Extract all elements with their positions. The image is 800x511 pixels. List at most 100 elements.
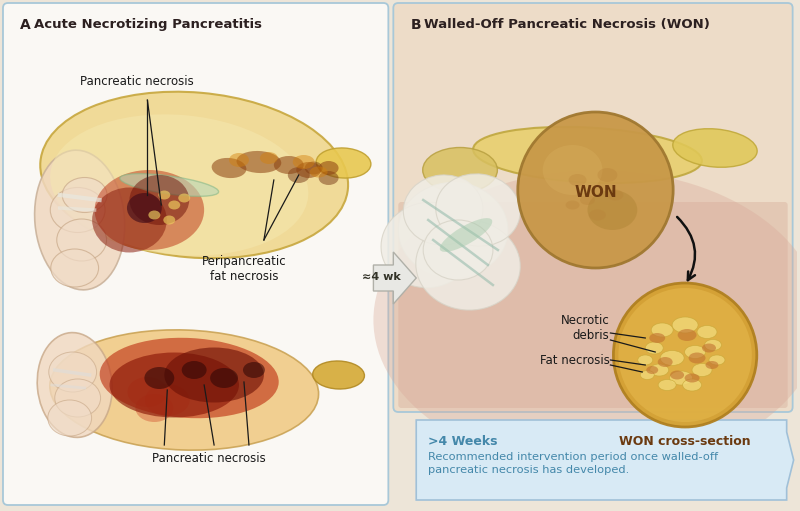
Ellipse shape: [178, 194, 190, 202]
Ellipse shape: [54, 379, 101, 417]
Ellipse shape: [49, 352, 97, 392]
Ellipse shape: [305, 161, 322, 174]
Text: >4 Weeks: >4 Weeks: [428, 435, 498, 448]
Ellipse shape: [473, 127, 702, 183]
Ellipse shape: [650, 333, 665, 343]
Ellipse shape: [685, 345, 706, 359]
Ellipse shape: [658, 380, 676, 390]
Ellipse shape: [40, 91, 348, 258]
Ellipse shape: [148, 211, 160, 220]
Ellipse shape: [212, 158, 246, 178]
Ellipse shape: [144, 367, 174, 389]
Ellipse shape: [638, 355, 653, 365]
Ellipse shape: [650, 364, 669, 376]
Text: Peripancreatic
fat necrosis: Peripancreatic fat necrosis: [202, 255, 286, 283]
Ellipse shape: [50, 114, 308, 256]
Text: Pancreatic necrosis: Pancreatic necrosis: [152, 452, 266, 465]
Polygon shape: [374, 252, 416, 304]
Ellipse shape: [318, 171, 338, 185]
Ellipse shape: [709, 355, 725, 365]
Ellipse shape: [130, 175, 189, 225]
Ellipse shape: [403, 175, 483, 245]
Ellipse shape: [62, 177, 107, 213]
Ellipse shape: [313, 361, 365, 389]
Ellipse shape: [670, 371, 693, 385]
Ellipse shape: [50, 249, 98, 287]
Ellipse shape: [38, 333, 112, 437]
Ellipse shape: [646, 366, 658, 374]
Ellipse shape: [243, 362, 265, 378]
Ellipse shape: [706, 361, 718, 369]
Ellipse shape: [640, 370, 654, 380]
Ellipse shape: [423, 220, 493, 280]
Ellipse shape: [293, 155, 314, 169]
Ellipse shape: [416, 220, 520, 310]
FancyBboxPatch shape: [394, 3, 793, 412]
Text: Recommended intervention period once walled-off
pancreatic necrosis has develope: Recommended intervention period once wal…: [428, 452, 718, 475]
Ellipse shape: [598, 168, 618, 182]
Ellipse shape: [135, 394, 174, 422]
Ellipse shape: [237, 151, 282, 173]
Ellipse shape: [57, 219, 106, 261]
Ellipse shape: [689, 353, 706, 363]
FancyBboxPatch shape: [398, 202, 788, 408]
Ellipse shape: [110, 353, 239, 417]
Text: Fat necrosis: Fat necrosis: [539, 354, 610, 366]
Ellipse shape: [92, 188, 166, 252]
Circle shape: [614, 283, 757, 427]
Ellipse shape: [182, 361, 206, 379]
Ellipse shape: [50, 188, 105, 233]
Ellipse shape: [670, 370, 684, 380]
Ellipse shape: [673, 129, 757, 167]
Ellipse shape: [164, 347, 264, 403]
Text: WON cross-section: WON cross-section: [619, 435, 751, 448]
FancyBboxPatch shape: [3, 3, 388, 505]
Ellipse shape: [569, 174, 586, 186]
Ellipse shape: [422, 148, 498, 193]
Ellipse shape: [34, 150, 125, 290]
Ellipse shape: [580, 195, 595, 205]
Ellipse shape: [318, 161, 338, 175]
Ellipse shape: [120, 174, 218, 196]
Ellipse shape: [646, 342, 663, 354]
Text: Necrotic
debris: Necrotic debris: [561, 314, 610, 342]
Ellipse shape: [705, 339, 722, 351]
Ellipse shape: [127, 377, 167, 407]
Polygon shape: [416, 420, 794, 500]
Text: Pancreatic necrosis: Pancreatic necrosis: [80, 75, 194, 88]
Circle shape: [618, 288, 752, 422]
Ellipse shape: [288, 167, 310, 183]
Ellipse shape: [163, 216, 175, 224]
Ellipse shape: [50, 330, 318, 450]
Ellipse shape: [274, 156, 304, 174]
Ellipse shape: [697, 326, 717, 338]
Ellipse shape: [587, 190, 638, 230]
Ellipse shape: [260, 152, 278, 164]
Ellipse shape: [48, 400, 92, 436]
Ellipse shape: [566, 200, 579, 210]
Text: B: B: [410, 18, 421, 32]
Text: ≈4 wk: ≈4 wk: [362, 272, 401, 282]
Ellipse shape: [651, 323, 673, 337]
Ellipse shape: [702, 343, 716, 353]
Text: WON: WON: [574, 184, 617, 199]
Ellipse shape: [678, 329, 697, 341]
Ellipse shape: [296, 162, 321, 178]
Ellipse shape: [310, 167, 328, 177]
Ellipse shape: [542, 145, 602, 195]
Ellipse shape: [398, 182, 508, 277]
Ellipse shape: [381, 202, 475, 288]
Ellipse shape: [660, 351, 684, 365]
Ellipse shape: [145, 384, 190, 416]
Circle shape: [518, 112, 673, 268]
Ellipse shape: [229, 153, 249, 167]
Ellipse shape: [682, 379, 702, 391]
Text: Walled-Off Pancreatic Necrosis (WON): Walled-Off Pancreatic Necrosis (WON): [424, 18, 710, 31]
Ellipse shape: [94, 170, 204, 250]
Ellipse shape: [589, 210, 606, 221]
Ellipse shape: [210, 368, 238, 388]
Text: A: A: [20, 18, 30, 32]
Ellipse shape: [607, 190, 623, 200]
Ellipse shape: [440, 218, 492, 252]
Ellipse shape: [685, 374, 699, 383]
